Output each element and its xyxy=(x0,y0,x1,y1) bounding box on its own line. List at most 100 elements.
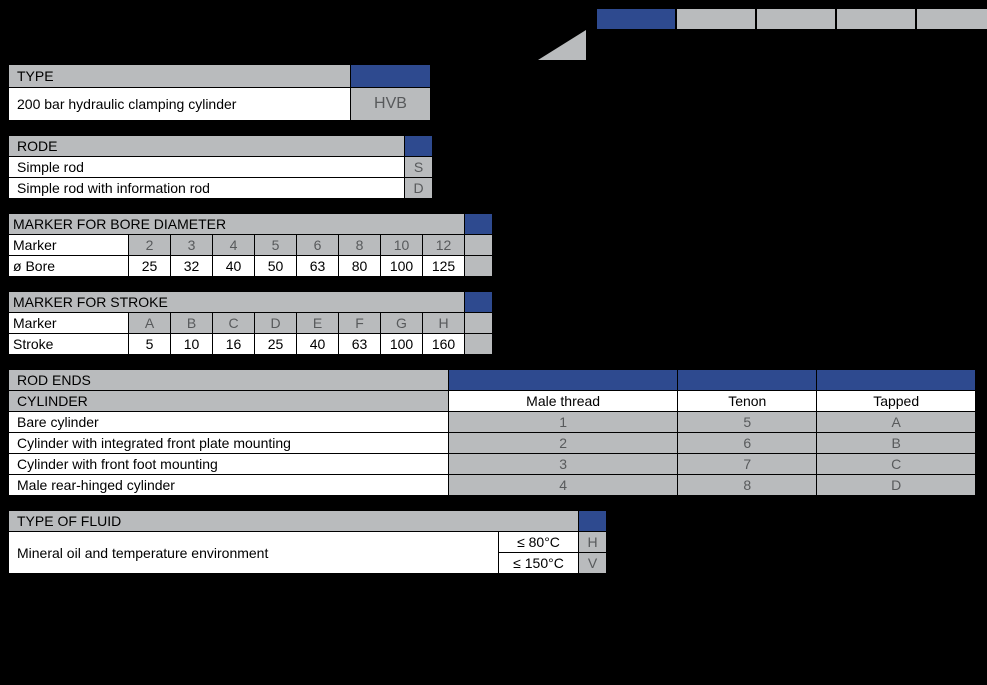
cylinder-code: 3 xyxy=(449,454,678,475)
cylinder-code: B xyxy=(817,433,976,454)
fluid-code: V xyxy=(579,553,607,574)
stroke-value: 16 xyxy=(213,334,255,355)
top-box xyxy=(596,8,676,30)
tail-cell xyxy=(465,256,493,277)
table-row: ø Bore 25 32 40 50 63 80 100 125 xyxy=(9,256,493,277)
bore-value: 32 xyxy=(171,256,213,277)
rode-code: D xyxy=(405,178,433,199)
cylinder-code: 8 xyxy=(678,475,817,496)
bore-value: 63 xyxy=(297,256,339,277)
stroke-marker: G xyxy=(381,313,423,334)
cylinder-code: A xyxy=(817,412,976,433)
bore-marker: 6 xyxy=(297,235,339,256)
fluid-description: Mineral oil and temperature environment xyxy=(9,532,499,574)
stroke-blue-cell xyxy=(465,292,493,313)
rodends-table: ROD ENDS CYLINDER Male thread Tenon Tapp… xyxy=(8,369,976,496)
table-row: Stroke 5 10 16 25 40 63 100 160 xyxy=(9,334,493,355)
stroke-table: MARKER FOR STROKE Marker A B C D E F G H… xyxy=(8,291,493,355)
stroke-header: MARKER FOR STROKE xyxy=(9,292,465,313)
stroke-marker: A xyxy=(129,313,171,334)
cylinder-description: Bare cylinder xyxy=(9,412,449,433)
top-code-boxes xyxy=(596,8,987,30)
bore-value-label: ø Bore xyxy=(9,256,129,277)
cylinder-code: 5 xyxy=(678,412,817,433)
type-table: TYPE 200 bar hydraulic clamping cylinder… xyxy=(8,64,431,121)
table-row: Male rear-hinged cylinder 4 8 D xyxy=(9,475,976,496)
stroke-value: 160 xyxy=(423,334,465,355)
stroke-marker: C xyxy=(213,313,255,334)
bore-marker: 10 xyxy=(381,235,423,256)
tail-cell xyxy=(465,235,493,256)
cylinder-description: Cylinder with front foot mounting xyxy=(9,454,449,475)
top-box xyxy=(836,8,916,30)
type-header: TYPE xyxy=(9,65,351,88)
top-box xyxy=(676,8,756,30)
table-row: Simple rod with information rod D xyxy=(9,178,433,199)
bore-value: 40 xyxy=(213,256,255,277)
top-box xyxy=(756,8,836,30)
type-blue-cell xyxy=(351,65,431,88)
stroke-value: 63 xyxy=(339,334,381,355)
rode-header: RODE xyxy=(9,136,405,157)
column-header: Tapped xyxy=(817,391,976,412)
bore-value: 100 xyxy=(381,256,423,277)
table-row: CYLINDER Male thread Tenon Tapped xyxy=(9,391,976,412)
fluid-temp: ≤ 150°C xyxy=(499,553,579,574)
fluid-temp: ≤ 80°C xyxy=(499,532,579,553)
bore-marker: 12 xyxy=(423,235,465,256)
stroke-value: 40 xyxy=(297,334,339,355)
rodends-header: ROD ENDS xyxy=(9,370,449,391)
stroke-value-label: Stroke xyxy=(9,334,129,355)
top-box xyxy=(916,8,987,30)
table-row: Cylinder with front foot mounting 3 7 C xyxy=(9,454,976,475)
table-row: Marker 2 3 4 5 6 8 10 12 xyxy=(9,235,493,256)
tail-cell xyxy=(465,334,493,355)
cylinder-code: 4 xyxy=(449,475,678,496)
stroke-marker: H xyxy=(423,313,465,334)
bore-header: MARKER FOR BORE DIAMETER xyxy=(9,214,465,235)
stroke-value: 10 xyxy=(171,334,213,355)
rodends-blue-cell xyxy=(449,370,678,391)
type-description: 200 bar hydraulic clamping cylinder xyxy=(9,88,351,121)
rodends-blue-cell xyxy=(817,370,976,391)
table-row: Mineral oil and temperature environment … xyxy=(9,532,607,553)
cylinder-code: D xyxy=(817,475,976,496)
bore-table: MARKER FOR BORE DIAMETER Marker 2 3 4 5 … xyxy=(8,213,493,277)
bore-blue-cell xyxy=(465,214,493,235)
cylinder-code: 1 xyxy=(449,412,678,433)
bore-marker: 4 xyxy=(213,235,255,256)
type-code: HVB xyxy=(351,88,431,121)
tail-cell xyxy=(465,313,493,334)
bore-marker: 3 xyxy=(171,235,213,256)
fluid-header: TYPE OF FLUID xyxy=(9,511,579,532)
bore-value: 125 xyxy=(423,256,465,277)
bore-marker: 2 xyxy=(129,235,171,256)
rode-code: S xyxy=(405,157,433,178)
rodends-blue-cell xyxy=(678,370,817,391)
cylinder-code: 6 xyxy=(678,433,817,454)
stroke-marker-label: Marker xyxy=(9,313,129,334)
stroke-value: 100 xyxy=(381,334,423,355)
pointer-triangle xyxy=(538,30,586,60)
cylinder-code: 7 xyxy=(678,454,817,475)
table-row: Bare cylinder 1 5 A xyxy=(9,412,976,433)
rode-description: Simple rod xyxy=(9,157,405,178)
fluid-code: H xyxy=(579,532,607,553)
table-row: Simple rod S xyxy=(9,157,433,178)
cylinder-header: CYLINDER xyxy=(9,391,449,412)
rode-description: Simple rod with information rod xyxy=(9,178,405,199)
cylinder-description: Male rear-hinged cylinder xyxy=(9,475,449,496)
fluid-table: TYPE OF FLUID Mineral oil and temperatur… xyxy=(8,510,607,574)
bore-value: 25 xyxy=(129,256,171,277)
stroke-marker: E xyxy=(297,313,339,334)
column-header: Tenon xyxy=(678,391,817,412)
stroke-value: 5 xyxy=(129,334,171,355)
fluid-blue-cell xyxy=(579,511,607,532)
stroke-marker: F xyxy=(339,313,381,334)
cylinder-description: Cylinder with integrated front plate mou… xyxy=(9,433,449,454)
stroke-marker: B xyxy=(171,313,213,334)
bore-marker: 8 xyxy=(339,235,381,256)
table-row: Marker A B C D E F G H xyxy=(9,313,493,334)
bore-marker-label: Marker xyxy=(9,235,129,256)
cylinder-code: C xyxy=(817,454,976,475)
